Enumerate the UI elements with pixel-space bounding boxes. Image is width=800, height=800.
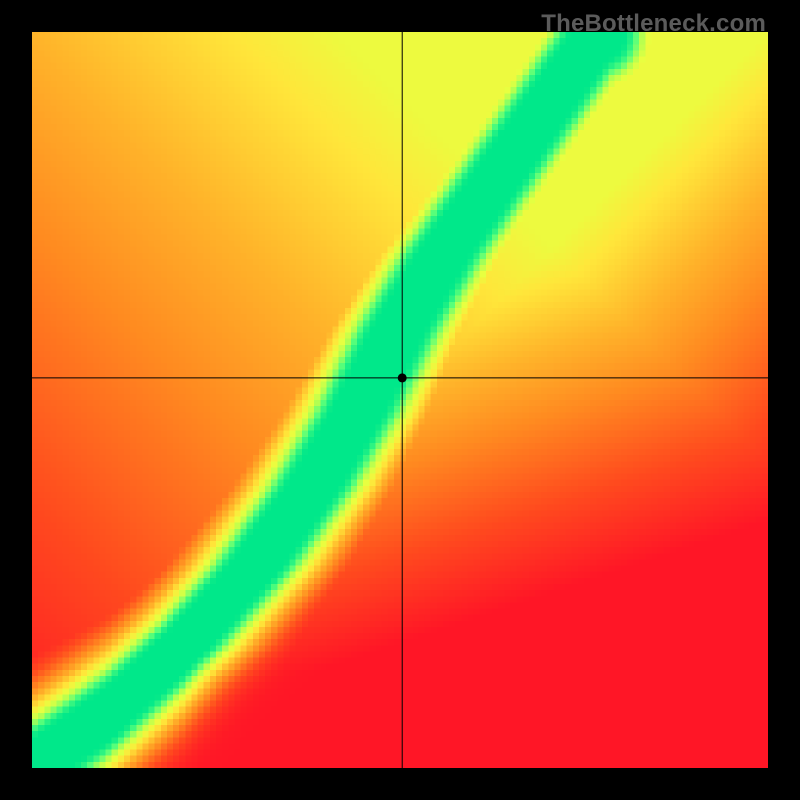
chart-container: TheBottleneck.com	[0, 0, 800, 800]
heatmap-canvas	[32, 32, 768, 768]
watermark-text: TheBottleneck.com	[541, 10, 766, 38]
